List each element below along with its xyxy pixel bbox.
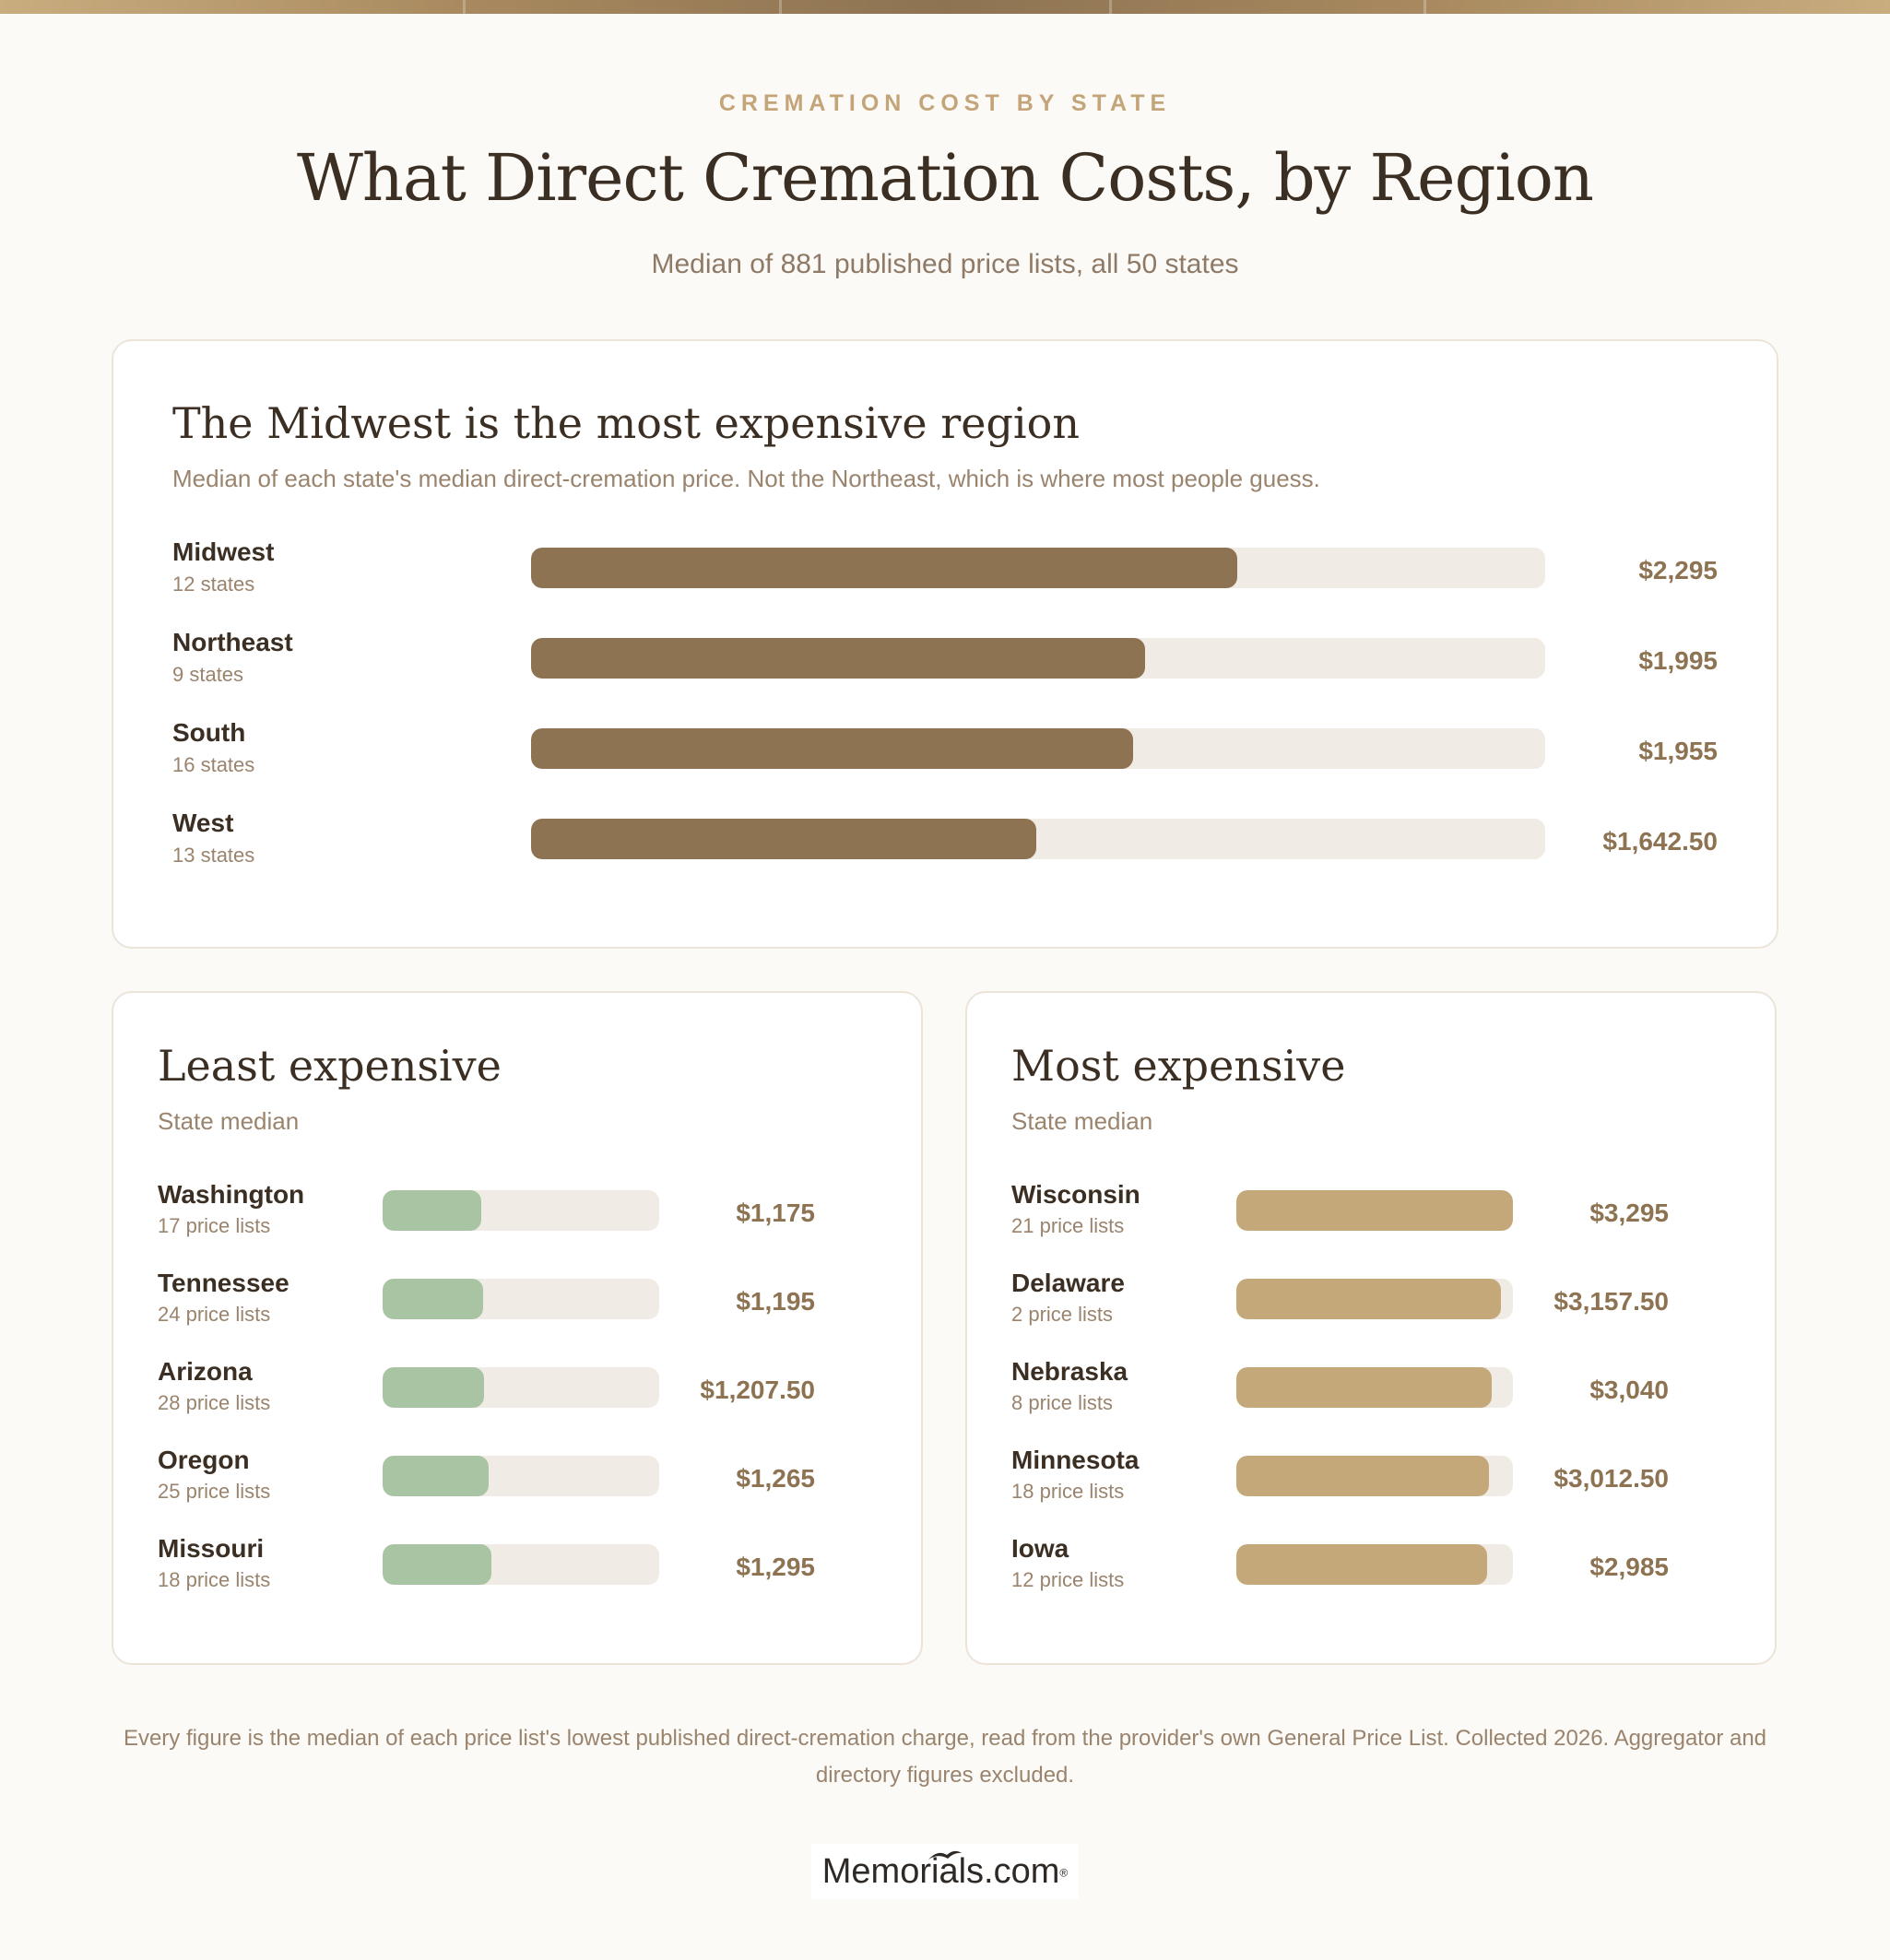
region-value-west: $1,642.50 bbox=[1602, 827, 1718, 856]
most-expensive-bar-track-wisconsin bbox=[1236, 1190, 1513, 1231]
bird-logo-icon bbox=[928, 1850, 962, 1860]
most-expensive-bar-track-delaware bbox=[1236, 1279, 1513, 1319]
least-expensive-bar-track-tennessee bbox=[383, 1279, 659, 1319]
region-chart-title: The Midwest is the most expensive region bbox=[172, 398, 1080, 448]
least-expensive-sublabel-tennessee: 24 price lists bbox=[158, 1303, 271, 1326]
least-expensive-bar-tennessee bbox=[383, 1279, 483, 1319]
region-value-northeast: $1,995 bbox=[1638, 646, 1718, 675]
region-bar-midwest bbox=[531, 548, 1238, 588]
most-expensive-value-wisconsin: $3,295 bbox=[1589, 1198, 1669, 1227]
region-value-south: $1,955 bbox=[1638, 737, 1718, 765]
region-bar-west bbox=[531, 819, 1037, 859]
most-expensive-value-iowa: $2,985 bbox=[1589, 1553, 1669, 1581]
most-expensive-value-nebraska: $3,040 bbox=[1589, 1376, 1669, 1404]
region-chart-subtitle: Median of each state's median direct-cre… bbox=[172, 465, 1320, 492]
region-value-midwest: $2,295 bbox=[1638, 556, 1718, 584]
least-expensive-bar-track-washington bbox=[383, 1190, 659, 1231]
most-expensive-bar-nebraska bbox=[1236, 1367, 1492, 1408]
most-expensive-bar-wisconsin bbox=[1236, 1190, 1513, 1231]
memorials-logo: Memorials.com® bbox=[811, 1844, 1079, 1899]
most-expensive-sublabel-minnesota: 18 price lists bbox=[1011, 1480, 1125, 1503]
region-bar-track-midwest bbox=[531, 548, 1545, 588]
region-label-west: West bbox=[172, 809, 234, 837]
least-expensive-sublabel-arizona: 28 price lists bbox=[158, 1391, 271, 1414]
least-expensive-label-missouri: Missouri bbox=[158, 1534, 265, 1563]
most-expensive-label-wisconsin: Wisconsin bbox=[1011, 1180, 1140, 1209]
region-bar-track-south bbox=[531, 728, 1545, 769]
region-bar-south bbox=[531, 728, 1133, 769]
page-subtitle: Median of 881 published price lists, all… bbox=[651, 249, 1239, 279]
least-expensive-value-washington: $1,175 bbox=[736, 1198, 815, 1227]
most-expensive-bar-track-iowa bbox=[1236, 1544, 1513, 1585]
most-expensive-card: Most expensive State median Wisconsin 21 … bbox=[965, 991, 1777, 1665]
least-expensive-bar-track-oregon bbox=[383, 1456, 659, 1496]
least-expensive-sublabel-oregon: 25 price lists bbox=[158, 1480, 271, 1503]
least-expensive-label-washington: Washington bbox=[158, 1180, 305, 1209]
least-expensive-subtitle: State median bbox=[158, 1107, 300, 1135]
footnote: Every figure is the median of each price… bbox=[123, 1726, 1767, 1788]
region-label-northeast: Northeast bbox=[172, 628, 293, 656]
most-expensive-sublabel-nebraska: 8 price lists bbox=[1011, 1391, 1114, 1414]
region-sublabel-northeast: 9 states bbox=[172, 663, 244, 686]
least-expensive-value-missouri: $1,295 bbox=[736, 1553, 815, 1581]
region-bar-track-northeast bbox=[531, 638, 1545, 679]
least-expensive-value-oregon: $1,265 bbox=[736, 1464, 815, 1493]
least-expensive-card: Least expensive State median Washington 1… bbox=[112, 991, 923, 1665]
least-expensive-bar-track-missouri bbox=[383, 1544, 659, 1585]
least-expensive-title: Least expensive bbox=[158, 1041, 502, 1091]
most-expensive-bar-track-nebraska bbox=[1236, 1367, 1513, 1408]
least-expensive-label-arizona: Arizona bbox=[158, 1357, 253, 1386]
region-sublabel-west: 13 states bbox=[172, 844, 255, 867]
most-expensive-subtitle: State median bbox=[1011, 1107, 1153, 1135]
most-expensive-title: Most expensive bbox=[1011, 1041, 1346, 1091]
least-expensive-bar-washington bbox=[383, 1190, 481, 1231]
page-title: What Direct Cremation Costs, by Region bbox=[296, 140, 1594, 216]
top-accent-strip bbox=[0, 0, 1890, 14]
logo-registered-mark: ® bbox=[1059, 1866, 1069, 1880]
most-expensive-bar-iowa bbox=[1236, 1544, 1487, 1585]
most-expensive-bar-delaware bbox=[1236, 1279, 1502, 1319]
most-expensive-sublabel-wisconsin: 21 price lists bbox=[1011, 1214, 1125, 1237]
least-expensive-label-tennessee: Tennessee bbox=[158, 1269, 289, 1297]
most-expensive-label-minnesota: Minnesota bbox=[1011, 1446, 1140, 1474]
least-expensive-sublabel-washington: 17 price lists bbox=[158, 1214, 271, 1237]
region-chart-card: The Midwest is the most expensive region… bbox=[112, 339, 1778, 949]
most-expensive-label-delaware: Delaware bbox=[1011, 1269, 1125, 1297]
region-bar-northeast bbox=[531, 638, 1145, 679]
least-expensive-value-arizona: $1,207.50 bbox=[700, 1376, 815, 1404]
logo-text: Memorials.com bbox=[821, 1852, 1060, 1891]
least-expensive-value-tennessee: $1,195 bbox=[736, 1287, 815, 1316]
most-expensive-bar-track-minnesota bbox=[1236, 1456, 1513, 1496]
most-expensive-sublabel-delaware: 2 price lists bbox=[1011, 1303, 1114, 1326]
region-sublabel-midwest: 12 states bbox=[172, 573, 255, 596]
least-expensive-sublabel-missouri: 18 price lists bbox=[158, 1568, 271, 1591]
least-expensive-bar-missouri bbox=[383, 1544, 491, 1585]
most-expensive-bar-minnesota bbox=[1236, 1456, 1490, 1496]
least-expensive-bar-track-arizona bbox=[383, 1367, 659, 1408]
eyebrow-label: CREMATION COST BY STATE bbox=[718, 90, 1172, 116]
region-label-south: South bbox=[172, 718, 246, 747]
most-expensive-label-nebraska: Nebraska bbox=[1011, 1357, 1128, 1386]
least-expensive-bar-oregon bbox=[383, 1456, 490, 1496]
least-expensive-label-oregon: Oregon bbox=[158, 1446, 250, 1474]
region-bar-track-west bbox=[531, 819, 1545, 859]
region-label-midwest: Midwest bbox=[172, 537, 275, 566]
most-expensive-value-delaware: $3,157.50 bbox=[1553, 1287, 1669, 1316]
least-expensive-bar-arizona bbox=[383, 1367, 484, 1408]
region-sublabel-south: 16 states bbox=[172, 753, 255, 776]
most-expensive-label-iowa: Iowa bbox=[1011, 1534, 1069, 1563]
most-expensive-sublabel-iowa: 12 price lists bbox=[1011, 1568, 1125, 1591]
most-expensive-value-minnesota: $3,012.50 bbox=[1553, 1464, 1669, 1493]
